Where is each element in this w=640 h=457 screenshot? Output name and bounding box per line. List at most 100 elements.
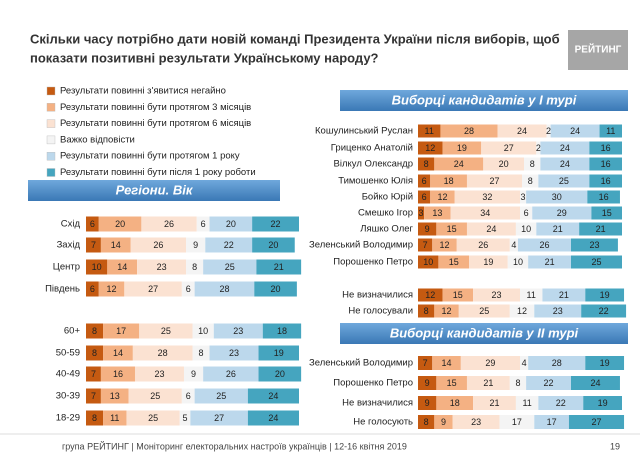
value-label: 25 xyxy=(591,257,601,267)
value-label: 8 xyxy=(530,159,535,169)
bar-segment xyxy=(262,323,302,339)
value-label: 27 xyxy=(214,413,224,423)
legend-swatch xyxy=(46,103,56,112)
value-label: 23 xyxy=(471,417,481,427)
bar-segment xyxy=(86,366,101,382)
bar-segment xyxy=(483,157,525,171)
bar-segment xyxy=(139,323,193,339)
bar-segment xyxy=(209,216,253,232)
bar-segment xyxy=(424,206,451,220)
value-label: 10 xyxy=(513,257,523,267)
value-label: 25 xyxy=(216,391,226,401)
value-label: 21 xyxy=(553,224,563,234)
value-label: 8 xyxy=(92,326,97,336)
value-label: 21 xyxy=(559,290,569,300)
bar-segment xyxy=(466,174,523,188)
value-label: 24 xyxy=(268,391,278,401)
category-label: Центр xyxy=(53,262,80,273)
value-label: 32 xyxy=(482,192,492,202)
value-label: 21 xyxy=(483,378,493,388)
value-label: 14 xyxy=(111,240,121,250)
bar-segment xyxy=(130,237,187,253)
bar-segment xyxy=(141,216,197,232)
bar-segment xyxy=(528,356,586,370)
category-label: Схід xyxy=(61,219,81,230)
value-label: 8 xyxy=(528,176,533,186)
value-label: 9 xyxy=(425,378,430,388)
logo: РЕЙТИНГ xyxy=(575,43,622,56)
bar-segment xyxy=(418,190,431,204)
bar-segment xyxy=(456,238,510,252)
category-label: Вілкул Олександр xyxy=(334,159,413,170)
bar-segment xyxy=(520,356,529,370)
bar-segment xyxy=(442,141,482,155)
bar-segment xyxy=(418,255,439,269)
bar-segment xyxy=(589,174,622,188)
value-label: 6 xyxy=(201,219,206,229)
bar-segment xyxy=(86,323,104,339)
value-label: 28 xyxy=(464,126,474,136)
bar-segment xyxy=(179,410,191,426)
bar-segment xyxy=(86,259,108,275)
value-label: 12 xyxy=(437,192,447,202)
value-label: 15 xyxy=(602,208,612,218)
footer: група РЕЙТИНГ | Моніторинг електоральних… xyxy=(62,440,407,451)
value-label: 27 xyxy=(489,176,499,186)
value-label: 20 xyxy=(499,159,509,169)
bar-segment xyxy=(256,259,302,275)
bar-segment xyxy=(98,216,142,232)
bar-segment xyxy=(432,356,461,370)
category-label: 50-59 xyxy=(56,348,80,359)
bar-segment xyxy=(599,124,622,138)
value-label: 15 xyxy=(449,257,459,267)
bar-segment xyxy=(418,222,437,236)
value-label: 6 xyxy=(90,219,95,229)
bar-segment xyxy=(509,304,535,318)
bar-segment xyxy=(186,259,204,275)
bar-segment xyxy=(571,376,620,390)
bar-segment xyxy=(524,157,541,171)
bar-segment xyxy=(418,304,435,318)
value-label: 14 xyxy=(442,358,452,368)
bar-segment xyxy=(247,410,299,426)
value-label: 21 xyxy=(274,262,284,272)
bar-segment xyxy=(526,376,571,390)
value-label: 24 xyxy=(590,378,600,388)
bar-segment xyxy=(418,157,435,171)
chart-banner xyxy=(28,180,280,201)
category-label: Тимошенко Юлія xyxy=(338,176,413,187)
bar-segment xyxy=(252,237,295,253)
category-label: 40-49 xyxy=(56,369,80,380)
bar-segment xyxy=(532,206,592,220)
value-label: 25 xyxy=(225,262,235,272)
legend-label: Важко відповісти xyxy=(60,134,135,145)
value-label: 8 xyxy=(424,306,429,316)
value-label: 25 xyxy=(148,413,158,423)
category-label: Не голосують xyxy=(353,417,413,428)
bar-segment xyxy=(473,396,516,410)
bar-segment xyxy=(86,410,104,426)
chart-banner xyxy=(340,323,628,344)
bar-segment xyxy=(103,410,127,426)
bar-segment xyxy=(203,259,257,275)
bar-segment xyxy=(542,288,586,302)
value-label: 21 xyxy=(596,224,606,234)
value-label: 22 xyxy=(556,398,566,408)
bar-segment xyxy=(134,366,184,382)
value-label: 15 xyxy=(447,378,457,388)
value-label: 22 xyxy=(224,240,234,250)
value-label: 21 xyxy=(545,257,555,267)
value-label: 9 xyxy=(425,224,430,234)
value-label: 17 xyxy=(116,326,126,336)
page-number: 19 xyxy=(610,441,620,451)
bar-segment xyxy=(434,415,453,429)
value-label: 25 xyxy=(161,326,171,336)
bar-segment xyxy=(466,222,516,236)
bar-segment xyxy=(458,304,510,318)
value-label: 13 xyxy=(110,391,120,401)
value-label: 7 xyxy=(423,358,428,368)
value-label: 27 xyxy=(148,284,158,294)
value-label: 8 xyxy=(515,378,520,388)
bar-segment xyxy=(571,238,618,252)
chart-banner xyxy=(340,90,628,111)
